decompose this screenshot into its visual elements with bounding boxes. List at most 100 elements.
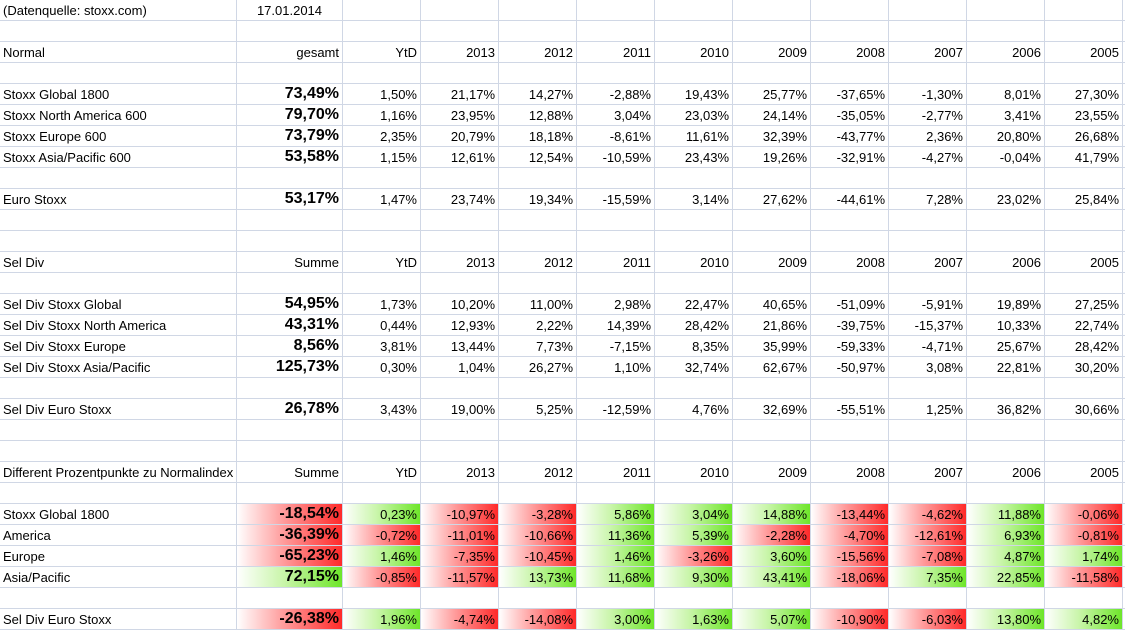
year-value[interactable]: -10,45% <box>499 546 577 566</box>
ytd-value[interactable]: 1,73% <box>343 294 421 314</box>
year-value[interactable]: 19,89% <box>967 294 1045 314</box>
index-name[interactable]: Sel Div Stoxx Europe <box>0 336 237 356</box>
column-header-year[interactable]: 2009 <box>733 42 811 62</box>
cell[interactable] <box>343 231 421 251</box>
year-value[interactable]: 11,61% <box>655 126 733 146</box>
total-value[interactable]: 53,58% <box>237 147 343 167</box>
year-value[interactable]: -4,74% <box>421 609 499 629</box>
year-value[interactable]: -0,06% <box>1045 504 1123 524</box>
year-value[interactable]: 3,08% <box>889 357 967 377</box>
cell[interactable] <box>343 168 421 188</box>
cell[interactable] <box>1045 21 1123 41</box>
year-value[interactable]: 3,14% <box>655 189 733 209</box>
year-value[interactable]: 3,41% <box>967 105 1045 125</box>
cell[interactable] <box>499 21 577 41</box>
cell[interactable] <box>733 21 811 41</box>
report-date[interactable]: 17.01.2014 <box>237 0 343 20</box>
cell[interactable] <box>733 210 811 230</box>
year-value[interactable]: 1,04% <box>421 357 499 377</box>
cell[interactable] <box>733 168 811 188</box>
year-value[interactable]: 13,44% <box>421 336 499 356</box>
cell[interactable] <box>421 21 499 41</box>
year-value[interactable]: 26,68% <box>1045 126 1123 146</box>
column-header-year[interactable]: 2013 <box>421 252 499 272</box>
year-value[interactable]: 27,30% <box>1045 84 1123 104</box>
year-value[interactable]: -11,57% <box>421 567 499 587</box>
cell[interactable] <box>577 441 655 461</box>
cell[interactable] <box>0 441 237 461</box>
year-value[interactable]: 43,41% <box>733 567 811 587</box>
year-value[interactable]: 11,36% <box>577 525 655 545</box>
cell[interactable] <box>421 0 499 20</box>
column-header-year[interactable]: 2010 <box>655 462 733 482</box>
year-value[interactable]: 13,73% <box>499 567 577 587</box>
column-header-year[interactable]: 2008 <box>811 42 889 62</box>
year-value[interactable]: 14,39% <box>577 315 655 335</box>
index-name[interactable]: Sel Div Stoxx North America <box>0 315 237 335</box>
cell[interactable] <box>655 210 733 230</box>
section-title[interactable]: Different Prozentpunkte zu Normalindex <box>0 462 237 482</box>
total-value[interactable]: 73,79% <box>237 126 343 146</box>
year-value[interactable]: 32,69% <box>733 399 811 419</box>
total-value[interactable]: 53,17% <box>237 189 343 209</box>
year-value[interactable]: 19,34% <box>499 189 577 209</box>
cell[interactable] <box>967 420 1045 440</box>
ytd-value[interactable]: 1,15% <box>343 147 421 167</box>
column-header-year[interactable]: 2008 <box>811 252 889 272</box>
cell[interactable] <box>343 21 421 41</box>
year-value[interactable]: 1,74% <box>1045 546 1123 566</box>
year-value[interactable]: 19,26% <box>733 147 811 167</box>
year-value[interactable]: 22,81% <box>967 357 1045 377</box>
year-value[interactable]: 41,79% <box>1045 147 1123 167</box>
cell[interactable] <box>733 420 811 440</box>
cell[interactable] <box>811 210 889 230</box>
year-value[interactable]: -13,44% <box>811 504 889 524</box>
cell[interactable] <box>343 588 421 608</box>
cell[interactable] <box>0 231 237 251</box>
year-value[interactable]: 8,01% <box>967 84 1045 104</box>
year-value[interactable]: -6,03% <box>889 609 967 629</box>
year-value[interactable]: 21,86% <box>733 315 811 335</box>
year-value[interactable]: 1,63% <box>655 609 733 629</box>
year-value[interactable]: -4,71% <box>889 336 967 356</box>
year-value[interactable]: 4,87% <box>967 546 1045 566</box>
total-value[interactable]: 54,95% <box>237 294 343 314</box>
year-value[interactable]: -55,51% <box>811 399 889 419</box>
cell[interactable] <box>421 420 499 440</box>
year-value[interactable]: 2,98% <box>577 294 655 314</box>
cell[interactable] <box>889 21 967 41</box>
year-value[interactable]: 13,80% <box>967 609 1045 629</box>
cell[interactable] <box>889 168 967 188</box>
cell[interactable] <box>237 21 343 41</box>
cell[interactable] <box>889 0 967 20</box>
year-value[interactable]: -10,59% <box>577 147 655 167</box>
index-name[interactable]: Stoxx Global 1800 <box>0 84 237 104</box>
cell[interactable] <box>577 378 655 398</box>
year-value[interactable]: 12,88% <box>499 105 577 125</box>
cell[interactable] <box>811 588 889 608</box>
year-value[interactable]: 25,67% <box>967 336 1045 356</box>
year-value[interactable]: 24,14% <box>733 105 811 125</box>
total-value[interactable]: 72,15% <box>237 567 343 587</box>
cell[interactable] <box>811 378 889 398</box>
year-value[interactable]: -7,08% <box>889 546 967 566</box>
column-header-year[interactable]: 2011 <box>577 462 655 482</box>
year-value[interactable]: 28,42% <box>655 315 733 335</box>
year-value[interactable]: 11,00% <box>499 294 577 314</box>
year-value[interactable]: 12,93% <box>421 315 499 335</box>
column-header-year[interactable]: 2005 <box>1045 42 1123 62</box>
cell[interactable] <box>577 63 655 83</box>
year-value[interactable]: 5,39% <box>655 525 733 545</box>
year-value[interactable]: 25,84% <box>1045 189 1123 209</box>
cell[interactable] <box>421 273 499 293</box>
year-value[interactable]: -14,08% <box>499 609 577 629</box>
cell[interactable] <box>1045 483 1123 503</box>
year-value[interactable]: 1,10% <box>577 357 655 377</box>
ytd-value[interactable]: 3,81% <box>343 336 421 356</box>
year-value[interactable]: -15,37% <box>889 315 967 335</box>
source-note[interactable]: (Datenquelle: stoxx.com) <box>0 0 237 20</box>
year-value[interactable]: 5,86% <box>577 504 655 524</box>
cell[interactable] <box>499 483 577 503</box>
cell[interactable] <box>577 273 655 293</box>
year-value[interactable]: 36,82% <box>967 399 1045 419</box>
